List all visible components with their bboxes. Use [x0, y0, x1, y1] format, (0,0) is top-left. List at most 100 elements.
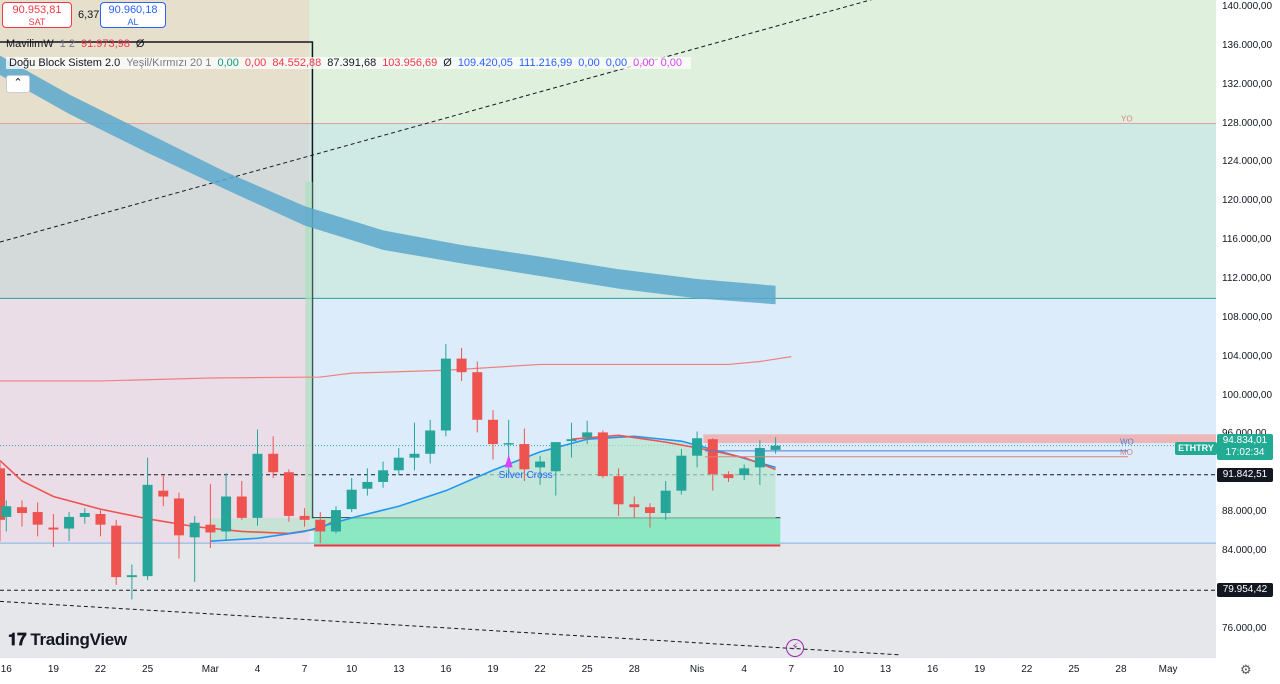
- candle-body: [268, 453, 279, 473]
- buy-price: 90.960,18: [108, 4, 158, 16]
- legend-value: 0,00: [633, 57, 655, 69]
- legend-value: 87.391,68: [327, 57, 377, 69]
- lightning-icon[interactable]: ⚡: [786, 639, 804, 657]
- price-tick-label: 132.000,00: [1222, 78, 1273, 90]
- legend-value: 84.552,88: [272, 57, 322, 69]
- red-ma-line-2: [571, 434, 776, 471]
- candle-body: [299, 515, 310, 520]
- buy-label: AL: [127, 17, 139, 27]
- time-tick-label: 22: [1021, 664, 1033, 675]
- yo-label: YO: [1121, 115, 1133, 124]
- candle-body: [378, 470, 389, 482]
- red-resistance-zone: [703, 434, 1216, 444]
- buy-button[interactable]: 90.960,18 AL: [100, 2, 166, 28]
- price-tick-label: 108.000,00: [1222, 311, 1273, 323]
- candle-body: [393, 457, 404, 471]
- gray-zone: [0, 543, 1216, 657]
- time-tick-label: 25: [142, 664, 154, 675]
- time-tick-label: 22: [94, 664, 107, 675]
- time-tick-label: Nis: [689, 664, 705, 675]
- time-tick-label: May: [1158, 664, 1178, 675]
- logo-text: TradingView: [30, 630, 127, 649]
- tradingview-mark-icon: 𝟏𝟕: [8, 630, 27, 649]
- time-tick-label: 10: [346, 664, 358, 675]
- candle-body: [283, 472, 294, 516]
- candle-body: [660, 490, 671, 514]
- collapse-legend-button[interactable]: ⌃: [6, 75, 30, 93]
- candle-body: [1, 506, 12, 517]
- candle-body: [739, 468, 750, 476]
- candle-body: [48, 527, 59, 530]
- legend-value: 0,00: [244, 57, 267, 69]
- candle-body: [346, 489, 357, 510]
- candle-body: [535, 461, 546, 468]
- candle-body: [597, 432, 608, 477]
- candle-body: [723, 474, 734, 479]
- candle-body: [519, 444, 530, 470]
- symbol-tag: ETHTRY: [1175, 442, 1217, 455]
- upper-trend-line: [0, 0, 873, 243]
- time-tick-label: 10: [832, 664, 844, 675]
- sell-button[interactable]: 90.953,81 SAT: [2, 2, 72, 28]
- wo-label: WO: [1120, 438, 1134, 447]
- price-tick-label: 76.000,00: [1222, 622, 1267, 634]
- last-price: 94.834,01: [1222, 434, 1268, 446]
- vertical-green-strip: [305, 181, 313, 518]
- candle-body: [111, 525, 122, 578]
- candle-body: [205, 524, 216, 533]
- level-label-1: 91.842,51: [1217, 467, 1273, 482]
- sell-price: 90.953,81: [12, 4, 62, 16]
- candle-body: [582, 432, 593, 438]
- time-tick-label: 19: [47, 664, 59, 675]
- time-tick-label: 7: [788, 664, 795, 675]
- gear-icon[interactable]: ⚙: [1240, 662, 1252, 677]
- time-axis[interactable]: 16 19 22 25 Mar 4 7 10 13 16 19 22 25 28 Nis 4 7 10 13 16 19…: [0, 657, 1216, 684]
- candle-body: [472, 372, 483, 420]
- left-pink-zone: [0, 298, 310, 544]
- countdown: 17:02:34: [1225, 446, 1265, 458]
- candle-body: [32, 512, 43, 525]
- candle-body: [0, 468, 5, 520]
- candle-body: [456, 358, 467, 373]
- candle-body: [770, 445, 781, 450]
- price-tick-label: 136.000,00: [1222, 39, 1273, 51]
- legend-dogu-block[interactable]: Doğu Block Sistem 2.0 Yeşil/Kırmızı 20 1 0…: [6, 57, 691, 69]
- price-axis[interactable]: 76.000,0084.000,0088.000,0096.000,00100.…: [1216, 0, 1280, 657]
- price-tick-label: 116.000,00: [1222, 234, 1272, 246]
- legend-mavilimw[interactable]: MavilimW 1 2 91.973,98 Ø: [6, 38, 150, 50]
- time-tick-label: 19: [974, 664, 986, 675]
- time-tick-label: 4: [741, 664, 747, 675]
- candle-body: [692, 438, 703, 456]
- legend-value: Ø: [443, 57, 452, 69]
- legend-value: 103.956,69: [382, 57, 438, 69]
- candle-body: [566, 439, 577, 442]
- time-tick-label: 16: [440, 664, 452, 675]
- candle-body: [754, 447, 765, 468]
- price-tick-label: 100.000,00: [1222, 389, 1273, 401]
- silver-cross-label: Silver Cross: [499, 470, 553, 481]
- silver-cross-marker-icon: [504, 454, 513, 468]
- candle-body: [189, 522, 200, 538]
- legend-value: 1 2: [59, 38, 75, 50]
- lower-trend-line: [0, 600, 901, 656]
- tradingview-logo[interactable]: 𝟏𝟕 TradingView: [8, 630, 127, 650]
- candle-body: [158, 490, 169, 497]
- price-tick-label: 84.000,00: [1222, 544, 1267, 556]
- time-tick-label: 28: [1115, 664, 1127, 675]
- sell-label: SAT: [28, 17, 46, 27]
- time-tick-label: 16: [0, 664, 12, 675]
- mavilim-band: [0, 55, 776, 305]
- candle-body: [676, 455, 687, 491]
- candle-body: [503, 443, 514, 445]
- candle-body: [550, 442, 561, 472]
- price-tick-label: 112.000,00: [1222, 272, 1272, 284]
- blue-ma-line: [210, 435, 776, 542]
- candle-body: [315, 519, 326, 532]
- time-tick-label: 25: [581, 664, 593, 675]
- level-label-2: 79.954,42: [1217, 583, 1273, 598]
- time-tick-label: 28: [628, 664, 640, 675]
- legend-value: 91.973,98: [80, 38, 130, 50]
- candle-body: [362, 481, 373, 489]
